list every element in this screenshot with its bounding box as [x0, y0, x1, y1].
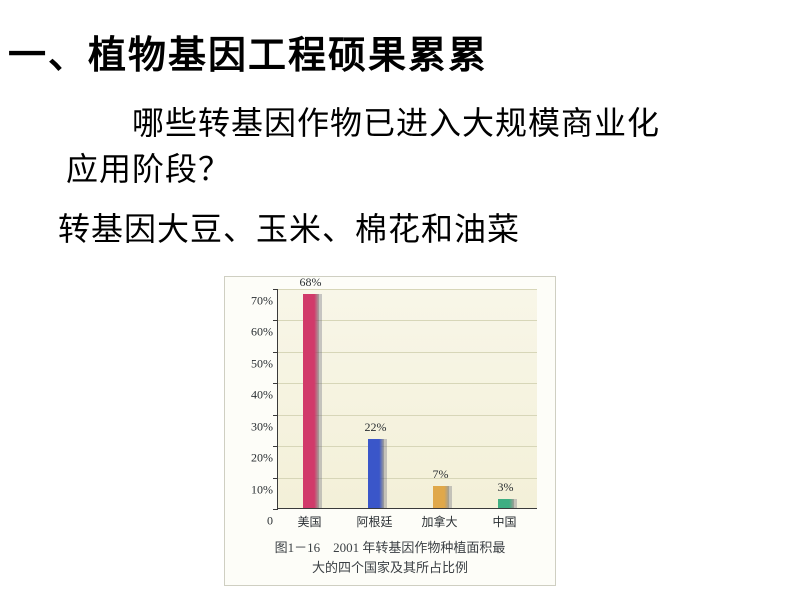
y-tick-label: 50%	[251, 356, 273, 371]
bar	[368, 439, 384, 508]
y-tick-label: 10%	[251, 482, 273, 497]
y-tick-label: 70%	[251, 294, 273, 309]
caption-year: 2001	[333, 540, 359, 555]
x-tick-label: 美国	[297, 513, 321, 530]
subtitle-line1: 哪些转基因作物已进入大规模商业化	[66, 105, 660, 141]
chart-caption: 图1－16 2001 年转基因作物种植面积最 大的四个国家及其所占比例	[225, 538, 555, 577]
bar	[303, 294, 319, 508]
x-tick-label: 加拿大	[421, 513, 457, 530]
x-axis-labels: 美国 阿根廷 加拿大 中国	[277, 513, 537, 531]
x-tick-label: 中国	[492, 513, 516, 530]
bar	[433, 486, 449, 508]
caption-line2: 大的四个国家及其所占比例	[312, 560, 468, 575]
bar-value-label: 7%	[433, 467, 449, 482]
y-tick	[273, 289, 278, 290]
y-tick	[273, 509, 278, 510]
y-axis: 010%20%30%40%50%60%70%	[233, 289, 273, 509]
bar-value-label: 68%	[300, 275, 322, 290]
y-tick-label: 40%	[251, 388, 273, 403]
y-tick	[273, 478, 278, 479]
bar-chart: 0 10% 20% 30% 40% 50% 60% 70% 68% 22% 7% 3% 美国 阿根廷 加…	[224, 276, 556, 586]
bar-value-label: 3%	[498, 480, 514, 495]
subtitle: 哪些转基因作物已进入大规模商业化 应用阶段？	[66, 100, 726, 193]
subtitle-line2: 应用阶段？	[66, 151, 231, 187]
bar	[498, 499, 514, 508]
answer-text: 转基因大豆、玉米、棉花和油菜	[58, 204, 520, 250]
y-tick	[273, 415, 278, 416]
y-tick	[273, 383, 278, 384]
page-title: 一、植物基因工程硕果累累	[8, 24, 488, 79]
y-tick-label: 0	[267, 514, 273, 529]
y-tick	[273, 352, 278, 353]
y-tick-label: 60%	[251, 325, 273, 340]
y-tick-label: 20%	[251, 451, 273, 466]
caption-line1: 年转基因作物种植面积最	[362, 540, 505, 555]
x-tick-label: 阿根廷	[356, 513, 392, 530]
y-tick	[273, 320, 278, 321]
plot-area: 68%22%7%3%	[277, 289, 537, 509]
y-tick	[273, 446, 278, 447]
y-tick-label: 30%	[251, 419, 273, 434]
caption-prefix: 图1－16	[275, 540, 321, 555]
bar-value-label: 22%	[365, 420, 387, 435]
